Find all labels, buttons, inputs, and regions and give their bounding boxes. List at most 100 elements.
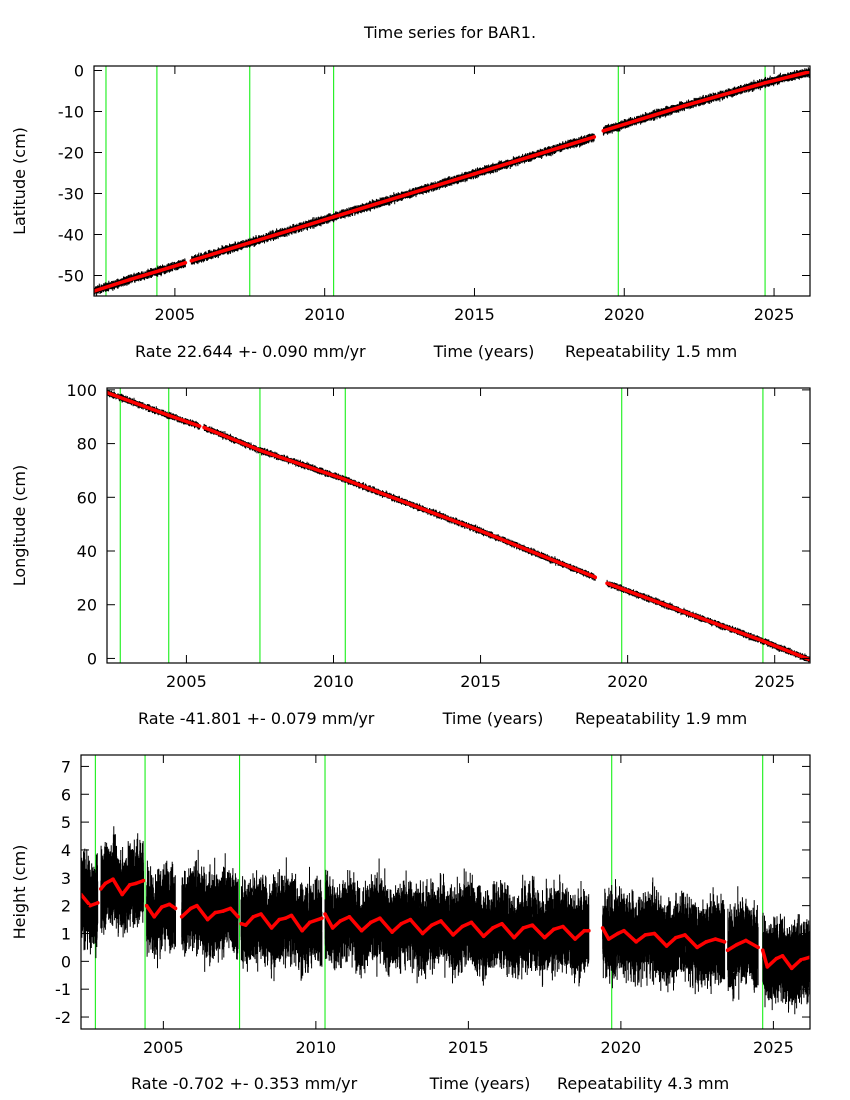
model-data-point <box>512 935 516 940</box>
model-series-line <box>94 261 186 293</box>
plot-area <box>81 755 810 1029</box>
model-data-point <box>684 610 689 615</box>
y-axis-label: Longitude (cm) <box>10 465 29 587</box>
model-data-point <box>799 958 803 962</box>
model-data-point <box>236 914 240 919</box>
model-data-point <box>251 914 256 919</box>
model-data-point <box>616 931 620 936</box>
model-data-point <box>390 930 394 934</box>
model-data-point <box>173 906 178 911</box>
model-data-point <box>95 901 100 905</box>
model-data-point <box>99 887 103 891</box>
x-axis-label: Time (years) <box>433 342 535 361</box>
x-tick-label: 2020 <box>607 672 648 691</box>
y-axis-label: Height (cm) <box>10 845 29 940</box>
model-data-point <box>592 135 597 139</box>
x-tick-label: 2025 <box>754 672 795 691</box>
model-data-point <box>320 916 324 920</box>
y-tick-label: 4 <box>61 841 71 860</box>
y-tick-label: 6 <box>61 785 71 804</box>
y-tick-label: -1 <box>55 980 71 999</box>
model-data-point <box>593 575 598 580</box>
model-data-point <box>756 945 760 950</box>
model-data-point <box>277 917 282 922</box>
model-data-point <box>765 965 770 969</box>
model-data-point <box>247 240 252 245</box>
model-data-point <box>451 933 455 937</box>
model-data-point <box>283 916 288 920</box>
model-data-point <box>103 881 108 886</box>
y-tick-label: 0 <box>61 952 71 971</box>
model-data-point <box>439 919 443 923</box>
model-data-point <box>152 914 157 919</box>
model-data-point <box>189 258 194 263</box>
y-tick-label: 1 <box>61 924 71 943</box>
model-data-point <box>500 921 504 926</box>
model-data-point <box>760 948 765 952</box>
panel-3: 2005 2010 2015 2020 2025 7 6 5 4 3 2 1 0 -1 -2 Height (… <box>10 754 811 1093</box>
model-series-line <box>190 135 595 263</box>
plot-area <box>94 66 810 296</box>
repeatability-label: Repeatability 4.3 mm <box>557 1074 729 1093</box>
model-data-point <box>478 529 483 533</box>
model-data-point <box>763 81 767 85</box>
model-data-point <box>601 128 606 133</box>
y-tick-label: 60 <box>77 488 97 507</box>
model-data-point <box>197 424 202 428</box>
model-data-point <box>789 966 794 971</box>
model-data-point <box>243 923 248 927</box>
x-axis-label: Time (years) <box>442 709 544 728</box>
model-data-point <box>744 938 748 943</box>
x-tick-label: 2020 <box>604 305 645 324</box>
model-data-point <box>111 877 115 881</box>
model-data-point <box>673 935 678 940</box>
model-data-point <box>606 937 611 941</box>
y-tick-label: -10 <box>58 103 84 122</box>
model-data-point <box>213 910 218 915</box>
rate-label: Rate -0.702 +- 0.353 mm/yr <box>131 1074 358 1093</box>
model-data-point <box>481 934 486 939</box>
y-tick-label: 7 <box>61 757 71 776</box>
model-data-point <box>652 931 657 936</box>
model-data-point <box>120 892 124 897</box>
y-tick-label: 20 <box>77 596 97 615</box>
model-data-point <box>582 928 587 933</box>
model-data-point <box>573 937 577 941</box>
model-data-point <box>323 912 327 916</box>
x-tick-label: 2005 <box>155 305 196 324</box>
model-data-point <box>179 914 184 919</box>
model-data-point <box>551 927 556 932</box>
y-tick-label: -30 <box>58 185 84 204</box>
model-data-point <box>340 476 345 481</box>
x-tick-label: 2025 <box>753 1038 794 1057</box>
panel-2: 2005 2010 2015 2020 2025 100 80 60 40 20 0 Longitud… <box>10 381 811 728</box>
model-series-line <box>107 390 201 428</box>
y-tick-label: 0 <box>74 62 84 81</box>
model-data-point <box>683 933 687 937</box>
plot-area <box>107 388 810 663</box>
model-data-point <box>330 926 335 930</box>
x-tick-label: 2010 <box>313 672 354 691</box>
y-tick-label: 100 <box>66 381 97 400</box>
model-data-point <box>300 928 304 933</box>
model-data-point <box>128 277 132 282</box>
model-data-point <box>160 905 164 909</box>
y-tick-label: 5 <box>61 813 71 832</box>
model-data-point <box>429 923 434 927</box>
model-data-point <box>634 940 638 944</box>
model-data-point <box>469 920 474 925</box>
model-data-point <box>158 268 162 273</box>
model-data-point <box>228 906 233 911</box>
model-data-point <box>643 933 648 937</box>
model-data-point <box>338 919 343 923</box>
y-tick-label: 80 <box>77 435 97 454</box>
model-data-point <box>664 944 669 948</box>
y-tick-label: 40 <box>77 542 97 561</box>
model-data-point <box>561 924 565 929</box>
plot-frame <box>106 387 811 664</box>
model-data-point <box>378 916 382 920</box>
x-axis-label: Time (years) <box>429 1074 531 1093</box>
model-data-point <box>307 920 312 925</box>
x-tick-label: 2025 <box>754 305 795 324</box>
model-data-point <box>682 103 686 108</box>
